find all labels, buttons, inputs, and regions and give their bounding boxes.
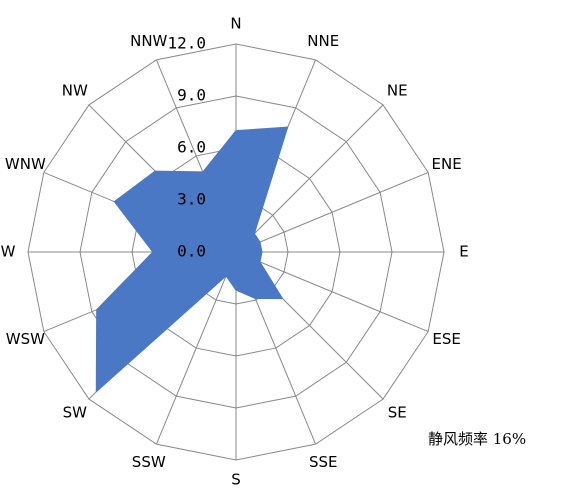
- spoke: [235, 251, 429, 333]
- axis-label: ESE: [432, 330, 460, 348]
- data-area: [95, 126, 289, 393]
- spoke: [235, 171, 429, 253]
- tick-label: 6.0: [177, 138, 206, 157]
- axis-label: WSW: [6, 330, 45, 348]
- axis-label: N: [230, 15, 241, 33]
- axis-label: SE: [388, 404, 407, 422]
- spoke: [155, 251, 237, 445]
- tick-label: 9.0: [177, 86, 206, 105]
- annotation: 静风频率 16%: [428, 430, 526, 448]
- axis-label: WNW: [5, 155, 46, 173]
- axis-label: W: [1, 243, 16, 261]
- axis-label: SSE: [309, 453, 338, 471]
- axis-label: S: [231, 471, 241, 489]
- axis-label: ENE: [432, 155, 462, 173]
- tick-label: 0.0: [177, 242, 206, 261]
- spoke: [235, 104, 384, 253]
- tick-label: 3.0: [177, 190, 206, 209]
- axis-label: SW: [63, 404, 88, 422]
- axis-label: NE: [387, 81, 408, 99]
- axis-label: NW: [62, 81, 88, 99]
- axis-label: E: [459, 243, 468, 261]
- tick-label: 12.0: [167, 34, 206, 53]
- axis-label: NNE: [307, 32, 339, 50]
- axis-label: NNW: [130, 32, 167, 50]
- axis-label: SSW: [132, 453, 166, 471]
